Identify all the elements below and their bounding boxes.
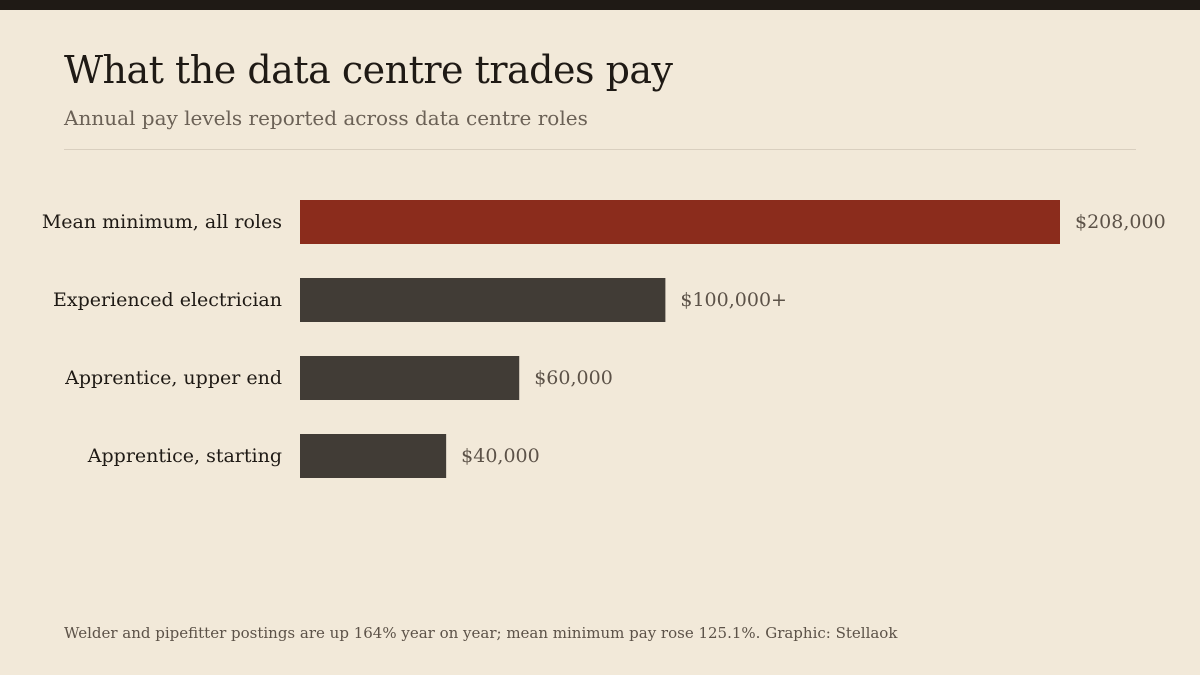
- value-label: $40,000: [461, 445, 540, 467]
- category-label: Mean minimum, all roles: [42, 211, 282, 233]
- bar: [300, 434, 447, 478]
- chart-subtitle: Annual pay levels reported across data c…: [64, 106, 588, 130]
- value-label: $208,000: [1075, 211, 1166, 233]
- value-label: $100,000+: [680, 289, 787, 311]
- chart-title: What the data centre trades pay: [64, 48, 673, 92]
- category-label: Experienced electrician: [53, 289, 282, 311]
- footer-note: Welder and pipefitter postings are up 16…: [64, 624, 898, 642]
- value-label: $60,000: [534, 367, 613, 389]
- bar: [300, 200, 1060, 244]
- bar: [300, 356, 520, 400]
- title-divider: [64, 149, 1136, 150]
- category-label: Apprentice, starting: [87, 445, 282, 467]
- bar-chart: Mean minimum, all roles $208,000 Experienc…: [42, 200, 1166, 478]
- category-label: Apprentice, upper end: [64, 367, 282, 389]
- bar: [300, 278, 666, 322]
- top-accent-bar: [0, 0, 1200, 10]
